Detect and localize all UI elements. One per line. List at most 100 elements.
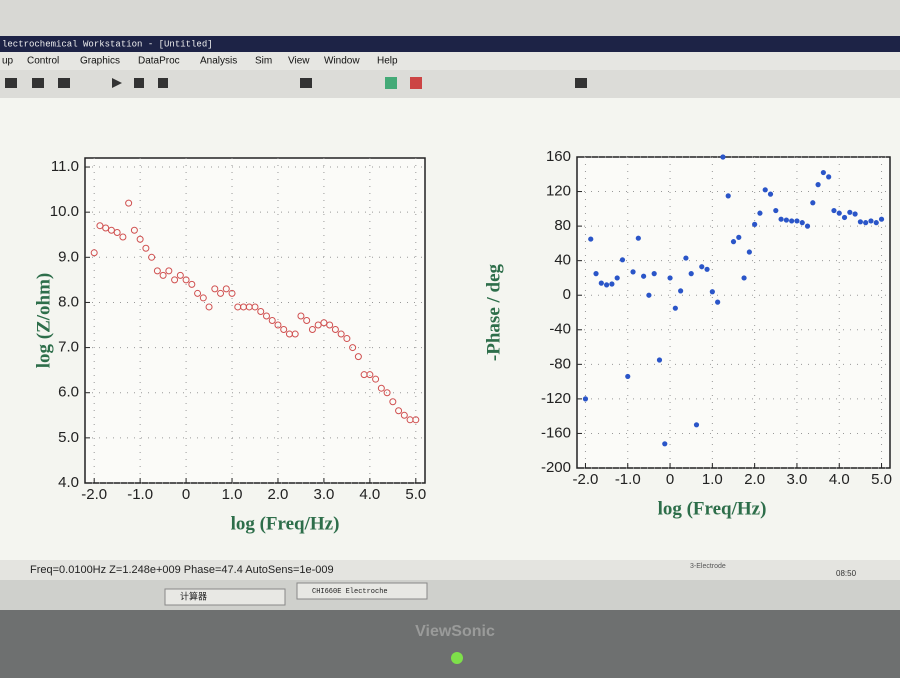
brand: ViewSonic: [415, 623, 495, 640]
data-point: [366, 371, 374, 379]
data-point: [274, 321, 282, 329]
menu-item[interactable]: up: [2, 56, 14, 67]
data-point: [783, 217, 789, 223]
task-item[interactable]: [296, 582, 428, 600]
chart: -2.0 -1.0 0 1.0 2.0 3.0 4.0 5.0 4.0 5.0 6.0 7.0 8.0 9…: [33, 157, 426, 534]
data-point: [868, 218, 874, 224]
status-text: Freq=0.0100Hz Z=1.248e+009 Phase=47.4 Au…: [30, 564, 334, 576]
data-point: [625, 373, 631, 380]
data-point: [614, 275, 620, 281]
data-point: [736, 234, 742, 240]
data-point: [773, 207, 779, 214]
data-point: [678, 288, 684, 294]
task-label: CHI660E Electroche: [312, 588, 388, 596]
task-label: 计算器: [180, 590, 207, 601]
data-point: [810, 200, 816, 206]
data-point: [820, 169, 826, 176]
toolbar-icons: [5, 77, 587, 89]
x-tick-label: 0: [182, 486, 190, 503]
data-point: [699, 264, 705, 270]
menu-item[interactable]: Sim: [255, 56, 272, 67]
data-point: [291, 330, 299, 338]
data-point: [857, 219, 863, 225]
data-point: [693, 422, 700, 428]
data-point: [377, 384, 385, 392]
window-title: lectrochemical Workstation - [Untitled]: [2, 39, 213, 49]
y-tick-label: 6.0: [58, 384, 79, 401]
plots: -2.0 -1.0 0 1.0 2.0 3.0 4.0 5.0 4.0 5.0 6.0 7.0 8.0 9…: [33, 148, 892, 534]
y-tick-label: 80: [554, 217, 571, 234]
data-point: [119, 233, 127, 241]
plot-area: [576, 156, 891, 469]
data-point: [331, 326, 339, 334]
data-point: [815, 182, 821, 188]
data-point: [182, 276, 190, 284]
y-tick-label: 120: [546, 183, 571, 200]
data-point: [389, 398, 397, 406]
y-tick-label: 0: [563, 286, 571, 303]
data-point: [826, 174, 832, 180]
menu-item[interactable]: Graphics: [80, 56, 120, 67]
data-point: [148, 253, 156, 261]
x-tick-label: -1.0: [615, 471, 641, 488]
y-tick-label: 9.0: [58, 248, 79, 265]
data-point: [199, 294, 207, 302]
data-point: [598, 280, 604, 286]
status-bar: [0, 560, 900, 580]
data-point: [217, 289, 225, 297]
x-tick-label: -2.0: [81, 486, 107, 503]
menu-item[interactable]: DataProc: [138, 56, 180, 67]
x-tick-label: 1.0: [222, 486, 243, 503]
data-point: [90, 249, 98, 257]
menu-item[interactable]: Analysis: [200, 56, 237, 67]
data-point: [205, 303, 213, 311]
y-tick-label: -160: [541, 424, 571, 441]
data-point: [878, 216, 885, 222]
y-tick-label: -80: [549, 355, 571, 372]
x-tick-label: 2.0: [268, 486, 289, 503]
data-point: [130, 226, 138, 234]
data-point: [651, 271, 657, 277]
data-point: [672, 305, 678, 311]
data-point: [400, 411, 408, 419]
x-tick-label: 5.0: [871, 471, 892, 488]
status-right: 3-Electrode: [690, 563, 726, 570]
data-point: [641, 273, 647, 279]
title-bar: [0, 36, 900, 52]
data-point: [757, 210, 763, 216]
x-tick-label: 0: [666, 471, 674, 488]
x-tick-label: 4.0: [359, 486, 380, 503]
data-point: [125, 199, 133, 207]
data-point: [343, 335, 351, 343]
data-point: [383, 389, 391, 397]
data-point: [176, 271, 184, 279]
menu-item[interactable]: View: [288, 56, 310, 67]
data-point: [96, 222, 104, 230]
icon: [58, 78, 70, 88]
data-point: [588, 236, 594, 242]
x-tick-label: 3.0: [313, 486, 334, 503]
power-led[interactable]: [451, 652, 463, 664]
data-point: [683, 255, 689, 261]
data-point: [667, 275, 673, 281]
task-item[interactable]: [164, 588, 286, 606]
data-point: [320, 319, 328, 327]
data-point: [662, 441, 668, 447]
y-tick-label: 11.0: [51, 158, 79, 175]
data-point: [314, 321, 322, 329]
data-point: [171, 276, 179, 284]
data-point: [280, 326, 288, 334]
menu-item[interactable]: Window: [324, 56, 360, 67]
data-point: [767, 191, 774, 197]
y-axis-title: log (Z/ohm): [33, 273, 54, 369]
data-point: [303, 317, 311, 324]
x-tick-label: 1.0: [702, 471, 723, 488]
menu-item[interactable]: Control: [27, 56, 59, 67]
menu-item[interactable]: Help: [377, 56, 398, 67]
x-tick-label: 2.0: [744, 471, 765, 488]
icon: [158, 78, 168, 88]
icon: [385, 77, 397, 89]
x-axis-title: log (Freq/Hz): [231, 513, 340, 534]
y-tick-label: -40: [549, 321, 571, 338]
data-point: [656, 357, 663, 363]
